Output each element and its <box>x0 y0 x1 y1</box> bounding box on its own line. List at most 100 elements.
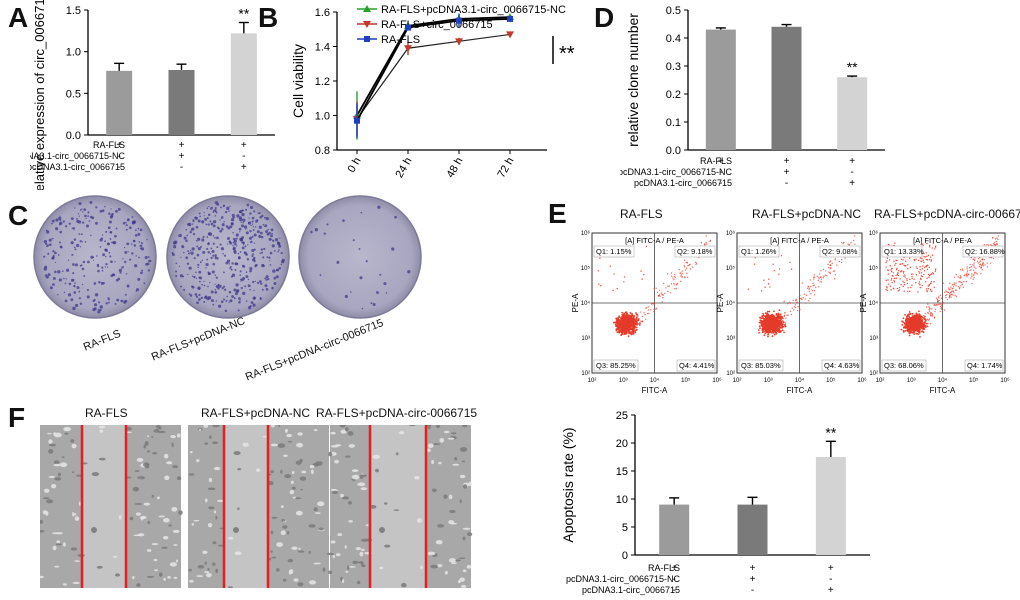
x-tick-label: 10² <box>588 378 597 384</box>
colony-dot <box>228 210 230 212</box>
event-dot <box>913 328 915 330</box>
colony-dot <box>223 204 226 207</box>
colony-dot <box>74 248 77 251</box>
colony-dot <box>84 214 87 218</box>
event-dot <box>928 259 931 261</box>
event-dot <box>776 326 779 329</box>
event-dot <box>762 324 764 326</box>
event-dot <box>930 322 932 325</box>
colony-dot <box>216 257 219 260</box>
event-dot <box>953 276 956 278</box>
event-dot <box>811 290 814 292</box>
condition-mark: + <box>718 156 724 167</box>
panel-a-label: A <box>8 2 29 33</box>
colony-dot <box>259 252 261 255</box>
cell <box>196 575 204 578</box>
event-dot <box>992 257 995 260</box>
colony-dot <box>204 218 207 221</box>
event-dot <box>889 265 892 267</box>
event-dot <box>640 270 642 272</box>
event-dot <box>825 270 827 272</box>
cell <box>143 444 147 449</box>
cell <box>454 456 458 461</box>
event-dot <box>931 247 934 249</box>
event-dot <box>930 260 932 262</box>
condition-mark: + <box>241 162 247 173</box>
event-dot <box>647 312 649 315</box>
event-dot <box>625 314 627 317</box>
colony-dot <box>180 256 182 258</box>
y-tick-label: 10 <box>616 494 628 506</box>
event-dot <box>758 325 761 328</box>
event-dot <box>950 290 953 293</box>
event-dot <box>921 275 923 277</box>
colony-dot <box>214 288 217 291</box>
y-axis-label: PE-A <box>571 293 580 312</box>
event-dot <box>816 275 819 278</box>
event-dot <box>681 270 684 272</box>
event-dot <box>618 330 621 333</box>
colony-dot <box>239 231 241 233</box>
colony-dot <box>239 270 242 273</box>
colony-dot <box>234 240 236 242</box>
cell <box>53 463 61 467</box>
colony-dot <box>212 224 216 228</box>
colony-dot <box>109 230 113 234</box>
event-dot <box>911 275 913 278</box>
cell <box>78 501 81 506</box>
event-dot <box>763 328 765 331</box>
colony-dot <box>86 288 89 292</box>
event-dot <box>772 316 775 319</box>
event-dot <box>666 273 669 275</box>
event-dot <box>924 326 926 328</box>
cell <box>331 488 337 492</box>
event-dot <box>969 263 971 266</box>
event-dot <box>764 312 767 315</box>
event-dot <box>840 258 843 261</box>
debris <box>91 527 97 533</box>
facs-title-1: RA-FLS <box>620 207 663 221</box>
event-dot <box>626 325 629 328</box>
colony-dot <box>44 274 48 277</box>
event-dot <box>950 286 952 288</box>
event-dot <box>747 288 750 290</box>
condition-mark: - <box>850 167 853 178</box>
colony-dot <box>258 234 261 237</box>
event-dot <box>933 316 936 318</box>
y-tick-label: 0.5 <box>66 88 81 100</box>
cell <box>53 460 60 465</box>
series-line <box>356 16 511 116</box>
cell <box>242 442 249 447</box>
event-dot <box>934 270 936 273</box>
event-dot <box>952 290 955 292</box>
event-dot <box>976 273 979 275</box>
colony-dot <box>206 258 209 261</box>
condition-label: pcDNA3.1-circ_0066715-NC <box>566 574 681 584</box>
event-dot <box>913 319 916 322</box>
colony-dot <box>370 302 373 305</box>
y-tick-label: 0 <box>622 550 628 562</box>
event-dot <box>919 269 921 271</box>
colony-dot <box>65 278 67 280</box>
cell <box>96 565 103 569</box>
event-dot <box>612 289 614 292</box>
event-dot <box>800 297 802 300</box>
colony-dot <box>228 290 232 294</box>
condition-label: pcDNA3.1-circ_0066715 <box>30 162 125 172</box>
colony-dot <box>231 273 236 277</box>
colony-dot <box>90 255 94 259</box>
colony-dot <box>196 240 198 242</box>
quadrant-box <box>819 245 861 258</box>
cell <box>270 530 274 535</box>
event-dot <box>782 320 785 323</box>
event-dot <box>616 317 619 320</box>
event-dot <box>994 238 997 240</box>
colony-dot <box>269 264 272 266</box>
colony-dot <box>383 282 387 286</box>
facs-title-2: RA-FLS+pcDNA-NC <box>752 207 862 221</box>
colony-dot <box>192 232 196 236</box>
event-dot <box>911 312 914 315</box>
panel-f-label: F <box>8 402 26 433</box>
cell <box>360 487 368 491</box>
event-dot <box>766 312 769 315</box>
